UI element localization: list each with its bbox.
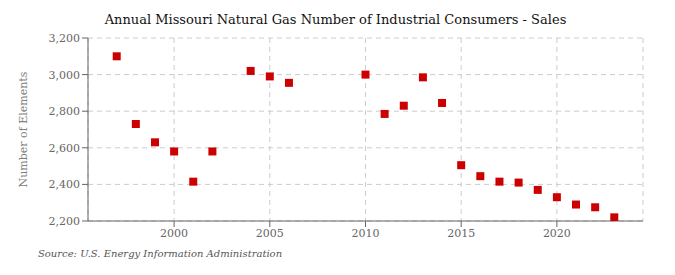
svg-text:2,200: 2,200 <box>49 215 81 228</box>
svg-text:2,800: 2,800 <box>49 105 81 118</box>
svg-text:2020: 2020 <box>543 227 571 240</box>
svg-text:2,400: 2,400 <box>49 178 81 191</box>
svg-text:2000: 2000 <box>160 227 188 240</box>
svg-text:3,000: 3,000 <box>49 69 81 82</box>
html-text:Source: U.S. Energy Informatio: Source: U.S. Energy Information Administ… <box>38 248 283 259</box>
svg-text:Number of Elements: Number of Elements <box>17 71 30 187</box>
svg-text:3,200: 3,200 <box>49 32 81 45</box>
svg-text:2,600: 2,600 <box>49 142 81 155</box>
svg-text:2015: 2015 <box>447 227 475 240</box>
svg-text:2010: 2010 <box>352 227 380 240</box>
html-text:Annual Missouri Natural Gas Nu: Annual Missouri Natural Gas Number of In… <box>104 12 567 27</box>
svg-text:2005: 2005 <box>256 227 284 240</box>
